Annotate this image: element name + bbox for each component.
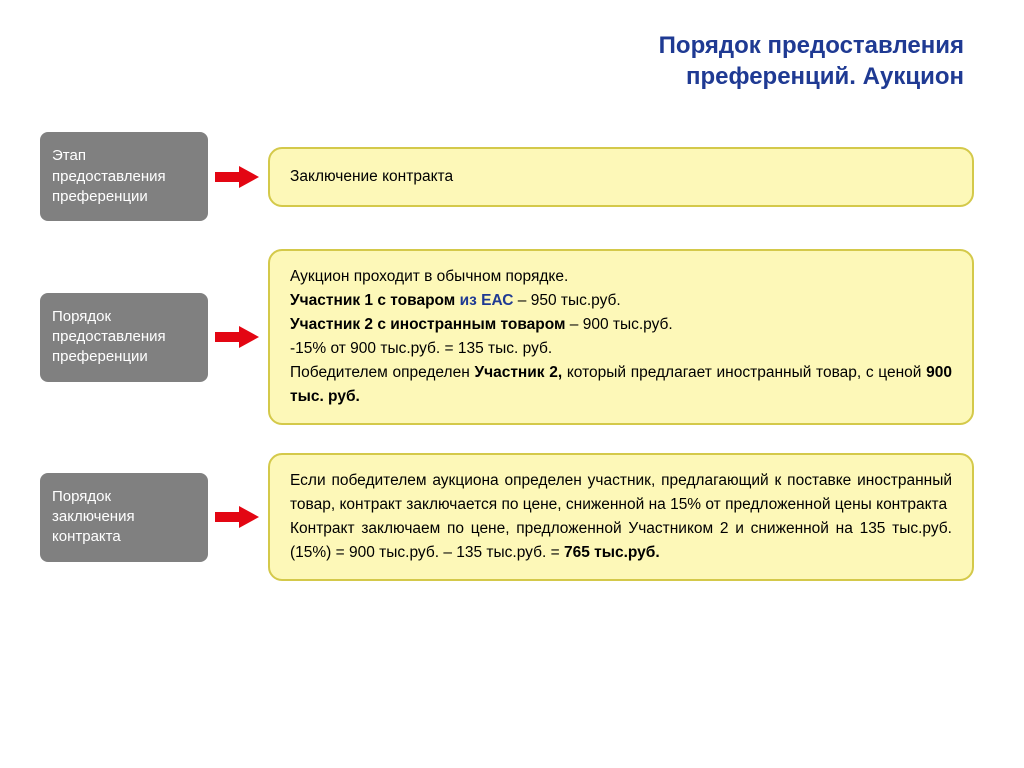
- label-contract: Порядок заключения контракта: [40, 473, 208, 562]
- arrow-icon: [208, 324, 268, 350]
- proc-line5b: Участник 2,: [474, 364, 562, 381]
- proc-line5a: Победителем определен: [290, 364, 474, 381]
- page-title: Порядок предоставления преференций. Аукц…: [40, 30, 974, 92]
- arrow-icon: [208, 164, 268, 190]
- label-procedure: Порядок предоставления преференции: [40, 293, 208, 382]
- proc-line5c: который предлагает иностранный товар, с …: [562, 364, 926, 381]
- row-contract: Порядок заключения контракта Если победи…: [40, 453, 974, 581]
- contract-p2b: 765 тыс.руб.: [564, 544, 660, 561]
- content-contract: Если победителем аукциона определен учас…: [268, 453, 974, 581]
- proc-line2a: Участник 1 с товаром: [290, 292, 460, 309]
- proc-line1: Аукцион проходит в обычном порядке.: [290, 268, 568, 285]
- arrow-icon: [208, 504, 268, 530]
- title-line2: преференций. Аукцион: [686, 63, 964, 90]
- label-stage: Этап предоставления преференции: [40, 132, 208, 221]
- proc-line3a: Участник 2 с иностранным товаром: [290, 316, 565, 333]
- proc-line3b: – 900 тыс.руб.: [565, 316, 672, 333]
- row-stage: Этап предоставления преференции Заключен…: [40, 132, 974, 221]
- contract-p1: Если победителем аукциона определен учас…: [290, 472, 952, 513]
- proc-line4: -15% от 900 тыс.руб. = 135 тыс. руб.: [290, 340, 552, 357]
- title-line1: Порядок предоставления: [659, 32, 964, 59]
- row-procedure: Порядок предоставления преференции Аукци…: [40, 249, 974, 425]
- stage-text: Заключение контракта: [290, 168, 453, 185]
- content-procedure: Аукцион проходит в обычном порядке. Учас…: [268, 249, 974, 425]
- proc-line2b: – 950 тыс.руб.: [513, 292, 620, 309]
- content-stage: Заключение контракта: [268, 147, 974, 207]
- proc-eac: из ЕАС: [460, 292, 514, 309]
